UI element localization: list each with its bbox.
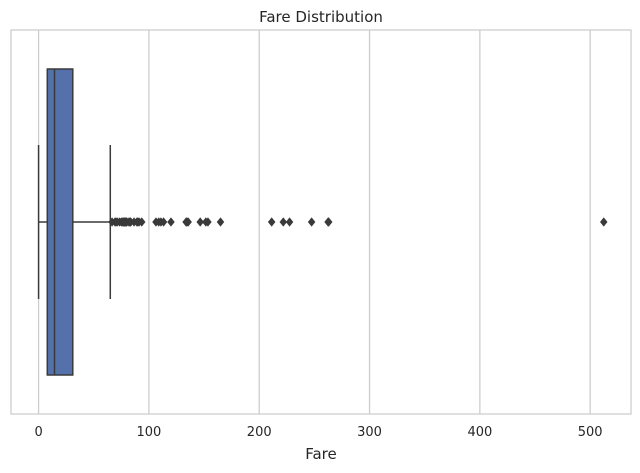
x-tick-label-100: 100 [136,425,161,440]
x-tick-labels: 0 100 200 300 400 500 [34,425,602,440]
iqr-box [46,68,74,376]
x-tick-label-0: 0 [34,425,42,440]
outlier-point [204,217,212,227]
x-tick-label-300: 300 [357,425,382,440]
x-tick-label-400: 400 [467,425,492,440]
outlier-point [285,217,294,227]
outlier-point [324,217,333,227]
outlier-point [167,217,175,227]
grid-lines [37,30,591,414]
outlier-point [307,217,316,227]
x-axis-label: Fare [305,445,337,463]
outlier-points [108,217,608,227]
x-tick-label-500: 500 [578,425,603,440]
box-plot [37,68,112,376]
plot-frame [10,29,632,415]
outlier-point [196,217,204,227]
outlier-point [600,217,608,227]
outlier-point [216,217,225,227]
outlier-point [137,217,146,227]
chart-title: Fare Distribution [259,8,383,26]
outlier-point [279,217,288,227]
outlier-point [184,217,192,227]
x-tick-label-200: 200 [247,425,272,440]
outlier-point [159,217,168,227]
outlier-point [267,217,276,227]
